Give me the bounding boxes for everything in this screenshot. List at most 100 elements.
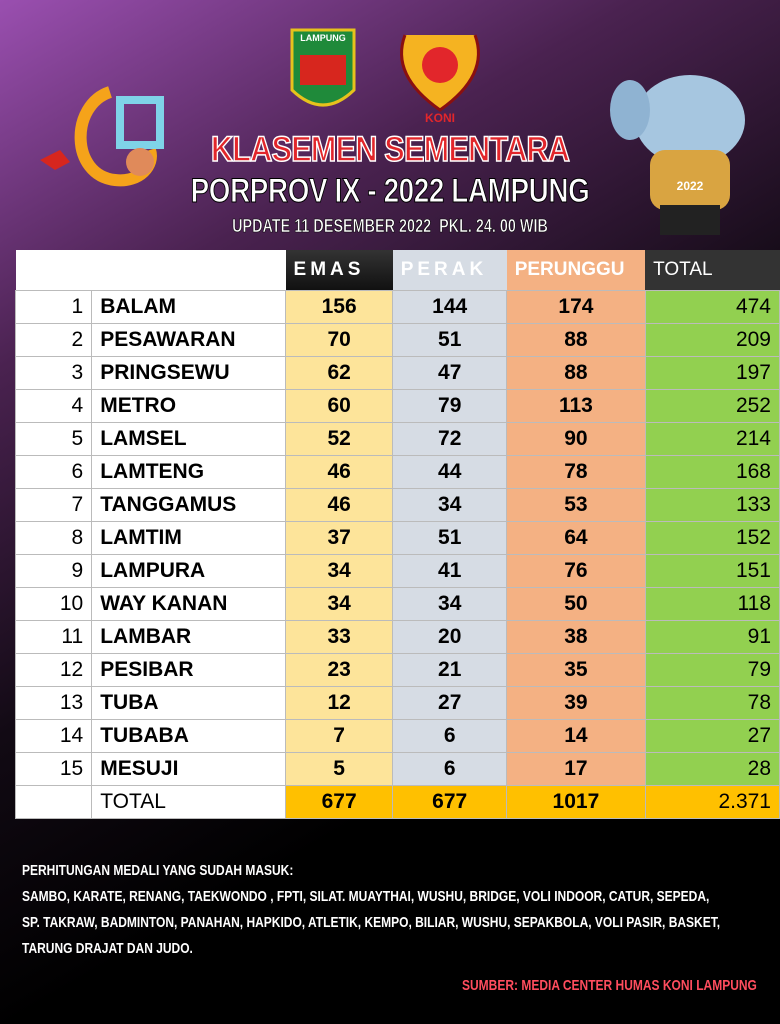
cell: 52 — [285, 422, 394, 456]
cell: 14 — [14, 719, 93, 753]
cell: 27 — [644, 719, 780, 753]
cell: 53 — [506, 488, 646, 522]
update: UPDATE 11 DESEMBER 2022 PKL. 24. 00 WIB — [232, 216, 548, 237]
cell: 79 — [644, 653, 780, 687]
cell: 51 — [392, 323, 508, 357]
footer-heading: PERHITUNGAN MEDALI YANG SUDAH MASUK: — [22, 862, 294, 879]
data-row: 9 LAMPURA 34 41 76 151 — [14, 554, 780, 588]
cell: 5 — [14, 422, 93, 456]
cell: 34 — [285, 587, 394, 621]
column-header: PERAK — [392, 250, 507, 291]
cell: 6 — [392, 752, 508, 786]
cell: 28 — [644, 752, 780, 786]
cell: 677 — [285, 785, 394, 819]
data-row: 1 BALAM 156 144 174 474 — [14, 290, 780, 324]
cell: LAMPURA — [91, 554, 287, 588]
cell: 21 — [392, 653, 508, 687]
cell: 5 — [285, 752, 394, 786]
cell: BALAM — [91, 290, 287, 324]
cell: PRINGSEWU — [91, 356, 287, 390]
cell: 34 — [392, 587, 508, 621]
cell: 13 — [14, 686, 93, 720]
data-row: 4 METRO 60 79 113 252 — [14, 389, 780, 423]
cell: 214 — [644, 422, 780, 456]
cell: 1 — [14, 290, 93, 324]
cell: 72 — [392, 422, 508, 456]
cell: 17 — [506, 752, 646, 786]
cell: 70 — [285, 323, 394, 357]
cell: 6 — [392, 719, 508, 753]
cell: 79 — [392, 389, 508, 423]
cell: TUBA — [91, 686, 287, 720]
cell: 174 — [506, 290, 646, 324]
cell: 197 — [644, 356, 780, 390]
cell: 12 — [285, 686, 394, 720]
cell: 118 — [644, 587, 780, 621]
cell: 88 — [506, 323, 646, 357]
footer-line: SAMBO, KARATE, RENANG, TAEKWONDO , FPTI,… — [22, 888, 710, 905]
cell: 4 — [14, 389, 93, 423]
data-row: 5 LAMSEL 52 72 90 214 — [14, 422, 780, 456]
cell: MESUJI — [91, 752, 287, 786]
cell: 41 — [392, 554, 508, 588]
cell: 2.371 — [644, 785, 780, 819]
cell: 144 — [392, 290, 508, 324]
cell: 76 — [506, 554, 646, 588]
total-row: TOTAL 677 677 1017 2.371 — [14, 785, 780, 819]
logo-text: KONI — [425, 111, 455, 125]
cell: 78 — [644, 686, 780, 720]
cell: 156 — [285, 290, 394, 324]
cell: 152 — [644, 521, 780, 555]
cell: 113 — [506, 389, 646, 423]
cell: 88 — [506, 356, 646, 390]
cell: 91 — [644, 620, 780, 654]
cell: TUBABA — [91, 719, 287, 753]
cell: 27 — [392, 686, 508, 720]
cell: 12 — [14, 653, 93, 687]
column-header: EMAS — [285, 250, 393, 291]
cell: 23 — [285, 653, 394, 687]
cell: 33 — [285, 620, 394, 654]
cell: 15 — [14, 752, 93, 786]
cell: 151 — [644, 554, 780, 588]
data-row: 15 MESUJI 5 6 17 28 — [14, 752, 780, 786]
data-row: 11 LAMBAR 33 20 38 91 — [14, 620, 780, 654]
header-row: RK KONTINGEN EMAS PERAK PERUNGGU TOTAL — [15, 250, 780, 291]
mascot: 2022 — [610, 75, 745, 235]
cell: 39 — [506, 686, 646, 720]
cell: LAMTENG — [91, 455, 287, 489]
column-header: RK — [15, 250, 92, 291]
cell: 14 — [506, 719, 646, 753]
cell: 2 — [14, 323, 93, 357]
cell: 64 — [506, 521, 646, 555]
cell: 1017 — [506, 785, 646, 819]
cell: 10 — [14, 587, 93, 621]
footer-notes: PERHITUNGAN MEDALI YANG SUDAH MASUK: SAMB… — [22, 858, 720, 962]
cell: 50 — [506, 587, 646, 621]
cell: 90 — [506, 422, 646, 456]
cell — [14, 785, 93, 819]
column-header: PERUNGGU — [506, 250, 646, 291]
logos: LAMPUNG KONI 2022 — [40, 28, 745, 235]
standings-table: RK KONTINGEN EMAS PERAK PERUNGGU TOTAL 1 BALAM 1… — [14, 250, 780, 819]
logo-text: LAMPUNG — [300, 33, 346, 43]
cell: 474 — [644, 290, 780, 324]
cell: LAMBAR — [91, 620, 287, 654]
cell: 46 — [285, 455, 394, 489]
subtitle: PORPROV IX - 2022 LAMPUNG — [190, 172, 590, 211]
cell: PESAWARAN — [91, 323, 287, 357]
data-row: 13 TUBA 12 27 39 78 — [14, 686, 780, 720]
cell: TANGGAMUS — [91, 488, 287, 522]
cell: 677 — [392, 785, 508, 819]
cell: LAMTIM — [91, 521, 287, 555]
data-row: 6 LAMTENG 46 44 78 168 — [14, 455, 780, 489]
cell: 44 — [392, 455, 508, 489]
cell: 6 — [14, 455, 93, 489]
cell: 7 — [14, 488, 93, 522]
cell: 47 — [392, 356, 508, 390]
cell: 38 — [506, 620, 646, 654]
cell: LAMSEL — [91, 422, 287, 456]
cell: 3 — [14, 356, 93, 390]
data-row: 14 TUBABA 7 6 14 27 — [14, 719, 780, 753]
